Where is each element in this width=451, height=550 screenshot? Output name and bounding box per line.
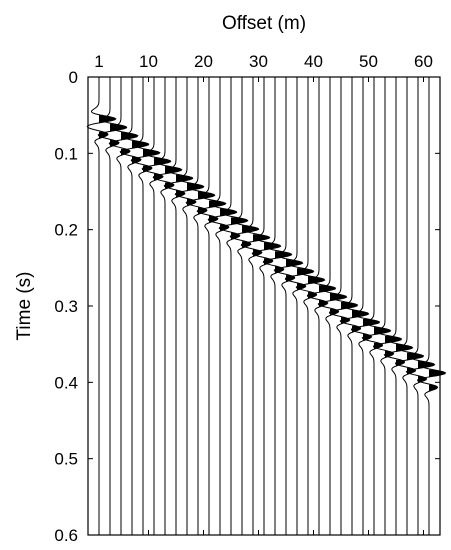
seismic-trace bbox=[163, 77, 194, 535]
trace-line bbox=[97, 77, 128, 535]
trace-line bbox=[317, 77, 348, 535]
seismic-trace bbox=[251, 77, 282, 535]
y-tick-label: 0.2 bbox=[54, 221, 78, 240]
trace-line bbox=[130, 77, 161, 535]
trace-fill bbox=[429, 369, 446, 392]
seismic-trace bbox=[152, 77, 183, 535]
trace-line bbox=[86, 77, 117, 535]
trace-line bbox=[229, 77, 260, 535]
x-tick-label: 1 bbox=[94, 52, 103, 71]
trace-line bbox=[262, 77, 293, 535]
x-tick-label: 10 bbox=[139, 52, 158, 71]
trace-line bbox=[395, 77, 425, 535]
trace-line bbox=[372, 77, 403, 535]
x-tick-label: 20 bbox=[194, 52, 213, 71]
trace-line bbox=[417, 77, 447, 535]
trace-line bbox=[152, 77, 183, 535]
trace-line bbox=[273, 77, 304, 535]
y-tick-label: 0.3 bbox=[54, 297, 78, 316]
y-tick-label: 0.6 bbox=[54, 526, 78, 545]
x-axis-label: Offset (m) bbox=[222, 13, 306, 34]
y-axis-ticks: 0 0.1 0.2 0.3 0.4 0.5 0.6 bbox=[54, 68, 440, 545]
x-tick-label: 40 bbox=[304, 52, 323, 71]
y-tick-label: 0 bbox=[69, 68, 78, 87]
seismic-trace bbox=[372, 77, 403, 535]
seismic-trace bbox=[240, 77, 271, 535]
trace-line bbox=[119, 77, 150, 535]
seismic-trace bbox=[185, 77, 216, 535]
x-tick-label: 60 bbox=[414, 52, 433, 71]
y-axis-label: Time (s) bbox=[14, 272, 35, 341]
x-axis-ticks: 1 10 20 30 40 50 60 bbox=[94, 52, 433, 535]
seismic-trace bbox=[196, 77, 227, 535]
trace-line bbox=[196, 77, 227, 535]
trace-line bbox=[405, 77, 436, 535]
x-tick-label: 30 bbox=[249, 52, 268, 71]
seismic-trace bbox=[229, 77, 260, 535]
seismic-trace bbox=[383, 77, 414, 535]
y-tick-label: 0.5 bbox=[54, 450, 78, 469]
trace-line bbox=[295, 77, 326, 535]
trace-line bbox=[141, 77, 172, 535]
trace-line bbox=[383, 77, 414, 535]
seismic-trace bbox=[119, 77, 150, 535]
trace-line bbox=[240, 77, 271, 535]
trace-line bbox=[163, 77, 194, 535]
trace-line bbox=[339, 77, 370, 535]
y-tick-label: 0.1 bbox=[54, 144, 78, 163]
y-tick-label: 0.4 bbox=[54, 373, 78, 392]
seismic-trace bbox=[405, 77, 436, 535]
seismic-trace bbox=[417, 77, 447, 535]
trace-line bbox=[108, 77, 139, 535]
trace-line bbox=[251, 77, 282, 535]
seismic-trace bbox=[207, 77, 238, 535]
seismic-trace bbox=[273, 77, 304, 535]
seismic-trace bbox=[395, 77, 425, 535]
trace-line bbox=[207, 77, 238, 535]
trace-line bbox=[361, 77, 392, 535]
x-tick-label: 50 bbox=[359, 52, 378, 71]
trace-layer bbox=[86, 77, 447, 535]
trace-line bbox=[284, 77, 315, 535]
trace-line bbox=[328, 77, 359, 535]
seismic-trace bbox=[174, 77, 205, 535]
trace-line bbox=[218, 77, 249, 535]
trace-line bbox=[350, 77, 381, 535]
seismic-trace bbox=[262, 77, 293, 535]
seismic-trace bbox=[361, 77, 392, 535]
seismic-trace bbox=[218, 77, 249, 535]
trace-line bbox=[185, 77, 216, 535]
trace-line bbox=[174, 77, 205, 535]
seismic-trace bbox=[328, 77, 359, 535]
seismic-trace bbox=[284, 77, 315, 535]
